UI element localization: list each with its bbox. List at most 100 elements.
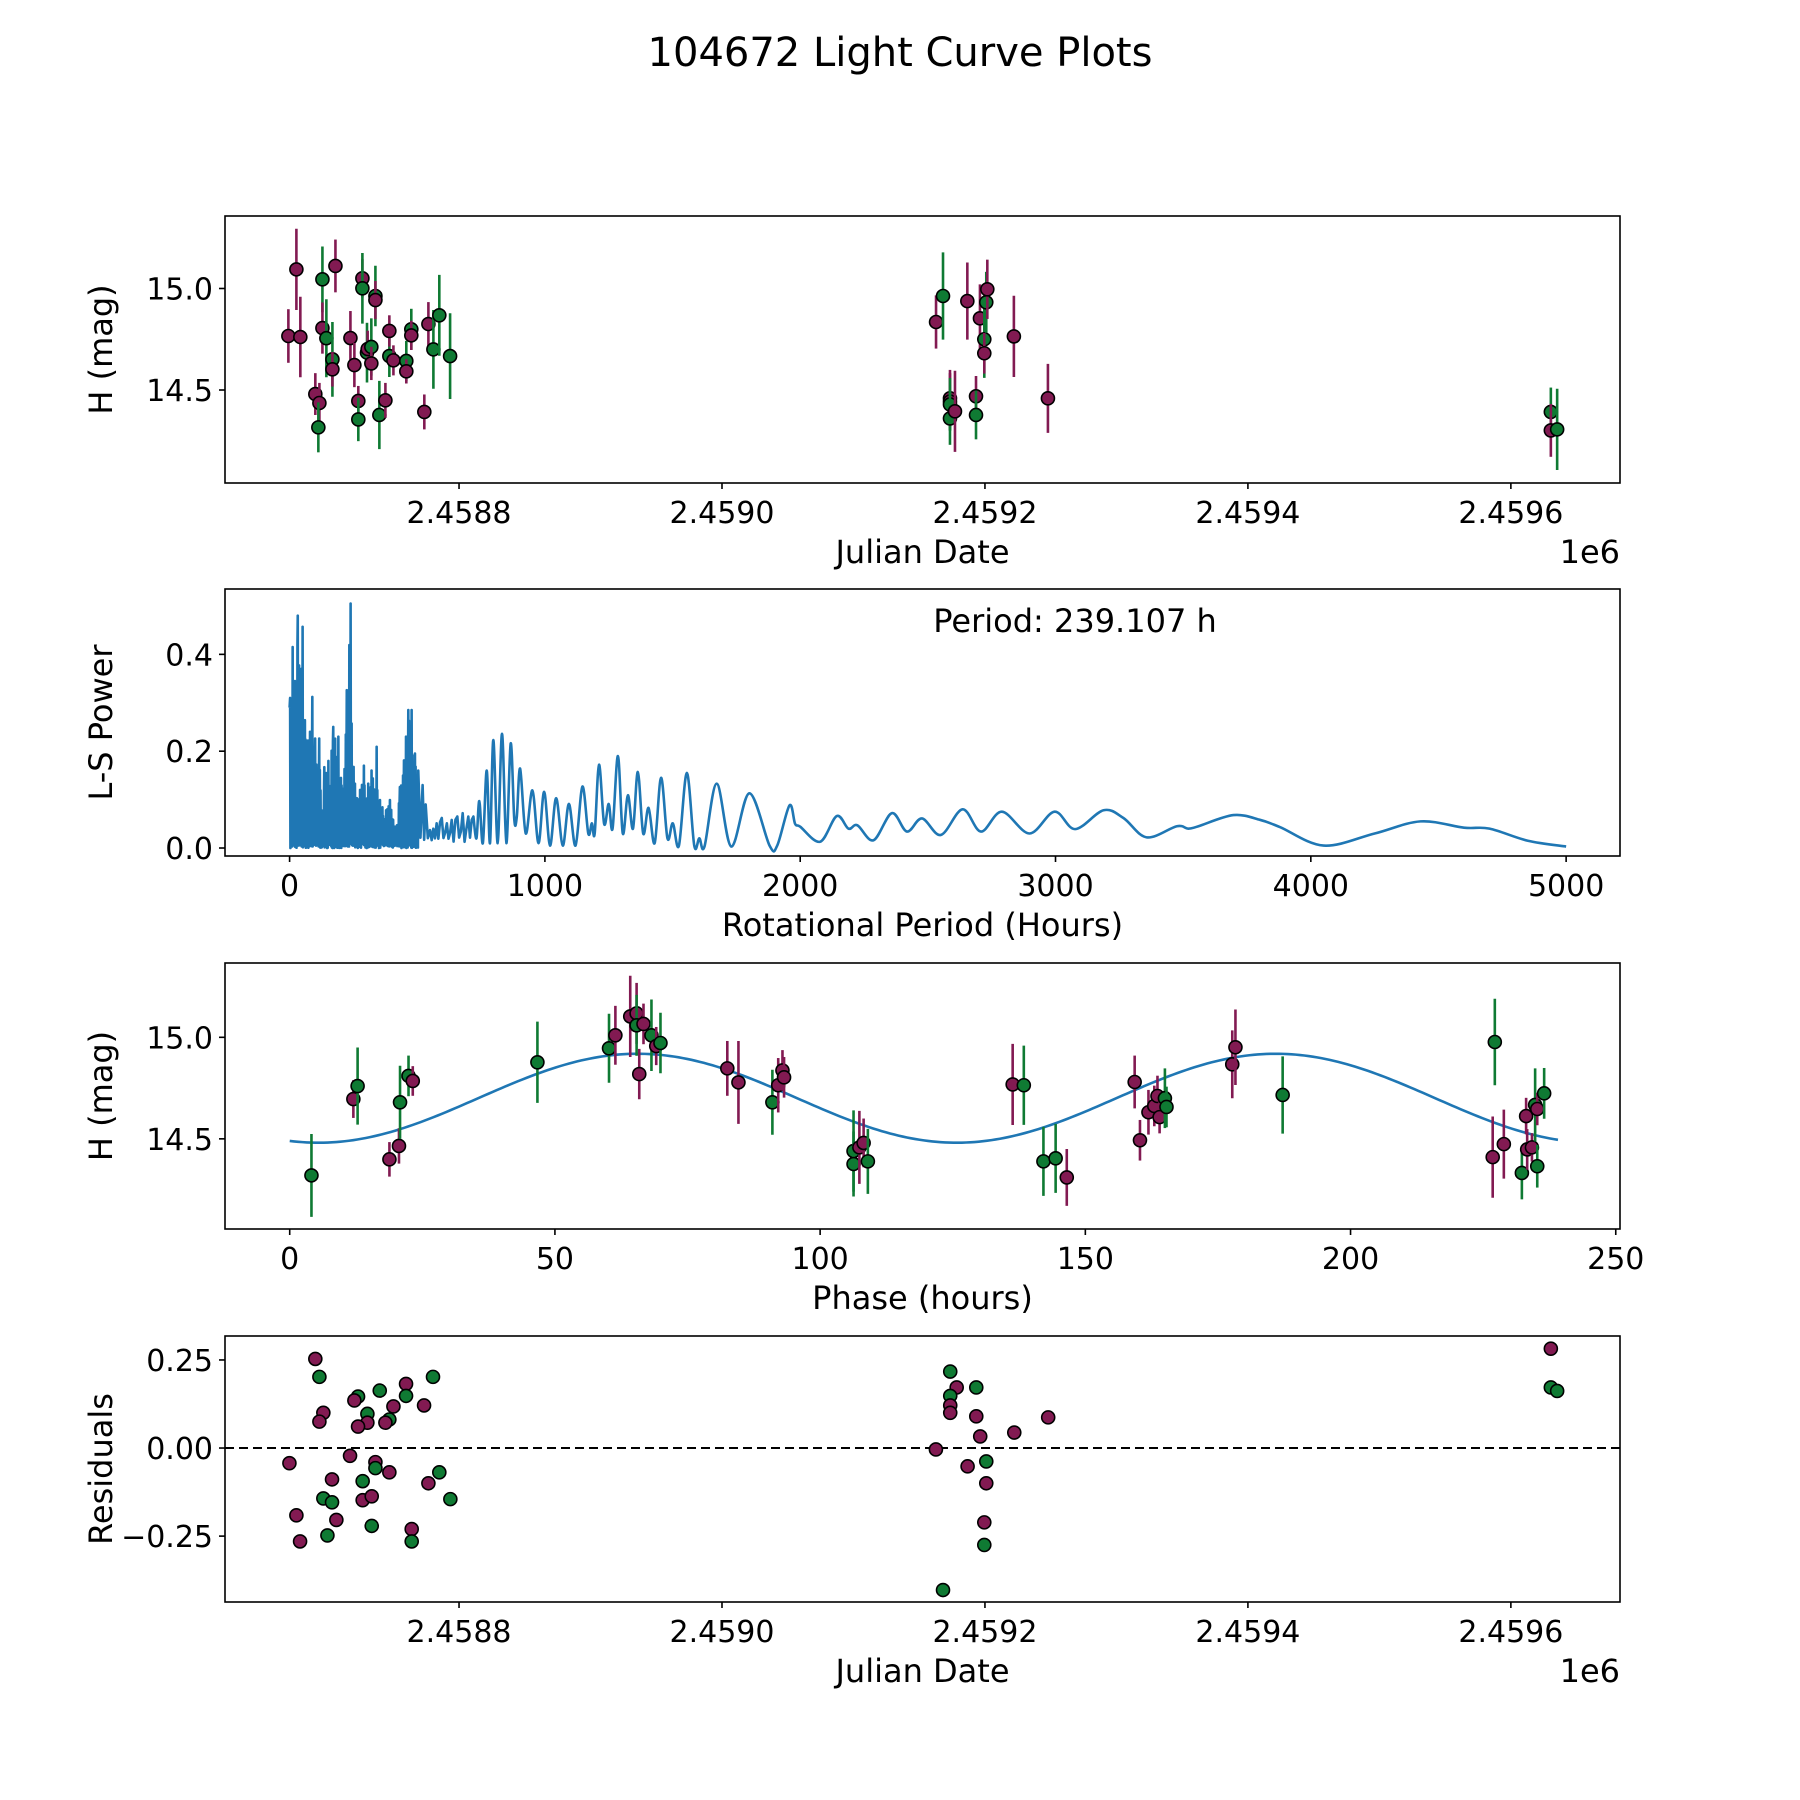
data-point xyxy=(980,281,995,297)
data-point xyxy=(947,404,963,419)
y-axis-label: H (mag) xyxy=(82,1031,120,1161)
x-tick-label: 1000 xyxy=(507,869,583,904)
data-point xyxy=(378,1415,393,1430)
data-point xyxy=(378,393,393,408)
x-tick-label: 2.4588 xyxy=(407,496,512,531)
data-point xyxy=(289,1508,304,1523)
data-point xyxy=(399,364,414,379)
data-point xyxy=(312,1369,327,1385)
x-tick-label: 3000 xyxy=(1017,869,1093,904)
x-offset-text: 1e6 xyxy=(1560,533,1620,571)
data-point xyxy=(347,357,362,373)
x-axis-label: Julian Date xyxy=(833,1652,1009,1690)
data-point xyxy=(417,404,432,420)
data-point xyxy=(404,1534,420,1549)
axes-frame xyxy=(224,1335,1621,1603)
lightcurve-axes: 2.4588 2.4590 2.4592 2.4594 2.4596 14.5 15.0 Ju… xyxy=(82,215,1621,571)
data-point xyxy=(355,280,370,296)
data-point xyxy=(324,1494,340,1510)
data-point xyxy=(386,1399,401,1414)
data-point xyxy=(421,316,436,332)
x-tick-label: 2.4590 xyxy=(670,1615,775,1650)
x-tick-label: 2.4590 xyxy=(670,496,775,531)
data-point xyxy=(1006,329,1022,344)
x-tick-label: 2.4596 xyxy=(1458,496,1563,531)
periodogram-line xyxy=(288,602,1567,853)
data-point xyxy=(935,1582,951,1598)
data-point xyxy=(320,1528,335,1543)
y-tick-label: 14.5 xyxy=(146,1123,213,1158)
data-point xyxy=(1487,1034,1503,1050)
data-point xyxy=(776,1070,792,1085)
data-point xyxy=(968,407,984,423)
data-point xyxy=(1529,1158,1545,1174)
x-axis-label: Rotational Period (Hours) xyxy=(722,906,1123,944)
data-point xyxy=(1016,1077,1032,1093)
y-axis-label: H (mag) xyxy=(82,284,120,414)
data-point xyxy=(432,307,447,323)
data-point xyxy=(325,361,340,377)
data-point xyxy=(368,292,383,308)
data-point xyxy=(364,356,379,371)
data-point xyxy=(978,1475,994,1491)
data-point xyxy=(976,1515,992,1530)
data-point xyxy=(731,1075,746,1090)
x-tick-label: 2.4592 xyxy=(932,1615,1037,1650)
data-point xyxy=(1549,422,1565,437)
plot-area xyxy=(288,602,1567,853)
figure-title: 104672 Light Curve Plots xyxy=(648,30,1153,76)
x-tick-label: 2.4594 xyxy=(1195,1615,1300,1650)
data-point xyxy=(328,258,343,274)
periodogram-axes: 0 1000 2000 3000 4000 5000 0.0 0.2 0.4 Rotational… xyxy=(82,588,1621,944)
data-point xyxy=(382,323,397,339)
plot-area xyxy=(225,1341,1620,1598)
data-point xyxy=(1485,1149,1500,1165)
x-tick-label: 100 xyxy=(791,1242,848,1277)
data-point xyxy=(350,1419,366,1434)
data-point xyxy=(1543,1341,1559,1356)
data-point xyxy=(601,1040,617,1056)
data-point xyxy=(1536,1086,1552,1101)
x-tick-label: 50 xyxy=(536,1242,574,1277)
data-point xyxy=(282,1455,297,1471)
data-point xyxy=(1514,1165,1530,1181)
data-point xyxy=(432,1465,447,1480)
data-point xyxy=(364,1489,380,1504)
data-point xyxy=(404,1521,420,1537)
data-point xyxy=(1529,1101,1545,1117)
y-tick-label: 0.2 xyxy=(165,735,213,770)
data-point xyxy=(960,1459,975,1474)
y-tick-label: 15.0 xyxy=(146,272,213,307)
data-point xyxy=(364,1518,380,1534)
y-tick-label: 14.5 xyxy=(146,374,213,409)
data-point xyxy=(1496,1136,1512,1152)
data-point xyxy=(289,262,304,277)
x-tick-label: 4000 xyxy=(1273,869,1349,904)
data-point xyxy=(350,1078,365,1094)
data-point xyxy=(347,1393,362,1408)
data-point xyxy=(1549,1383,1565,1399)
data-point xyxy=(1275,1087,1290,1103)
data-point xyxy=(860,1154,876,1169)
y-tick-label: 0.4 xyxy=(165,638,213,673)
data-point xyxy=(292,1534,308,1549)
data-point xyxy=(404,328,419,343)
data-point xyxy=(355,1473,370,1489)
data-point xyxy=(324,1472,340,1487)
data-point xyxy=(442,348,458,364)
data-point xyxy=(1040,1410,1056,1425)
data-point xyxy=(416,1398,432,1413)
data-point xyxy=(311,420,326,435)
data-point xyxy=(281,328,296,344)
data-point xyxy=(1036,1154,1051,1169)
y-axis-label: L-S Power xyxy=(82,644,120,801)
data-point xyxy=(1228,1039,1243,1055)
data-point xyxy=(386,353,401,368)
x-offset-text: 1e6 xyxy=(1560,1652,1620,1690)
data-point xyxy=(960,293,975,309)
data-point xyxy=(976,345,992,361)
y-tick-label: 0.00 xyxy=(146,1432,213,1467)
data-point xyxy=(293,329,308,345)
data-point xyxy=(372,1383,388,1398)
period-annotation: Period: 239.107 h xyxy=(933,602,1217,640)
